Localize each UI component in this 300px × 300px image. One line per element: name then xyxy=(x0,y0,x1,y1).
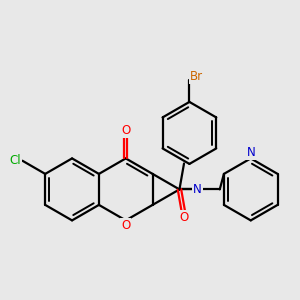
Text: N: N xyxy=(246,146,255,159)
Text: Br: Br xyxy=(190,70,203,83)
Text: O: O xyxy=(121,124,130,137)
Text: O: O xyxy=(180,211,189,224)
Text: N: N xyxy=(193,183,202,196)
Text: Cl: Cl xyxy=(10,154,21,167)
Text: O: O xyxy=(121,220,130,232)
